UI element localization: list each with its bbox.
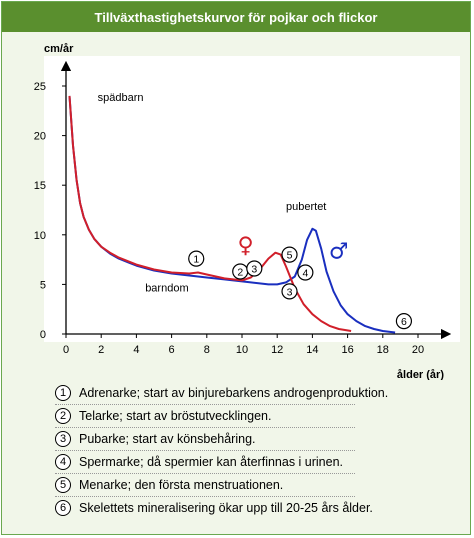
- x-tick-label: 16: [341, 344, 353, 356]
- milestone-marker: 6: [395, 313, 413, 330]
- legend-text: Spermarke; då spermier kan återfinnas i …: [79, 455, 344, 469]
- y-tick-label: 5: [40, 279, 46, 291]
- milestone-marker: 3: [281, 283, 298, 300]
- y-axis-label: cm/år: [44, 43, 74, 55]
- series-line-girls: [68, 95, 352, 332]
- legend-number: 2: [55, 408, 71, 424]
- y-tick-label: 20: [34, 131, 46, 143]
- legend-item: 5 Menarke; den första menstruationen.: [55, 474, 388, 496]
- y-tick-label: 0: [40, 329, 46, 341]
- milestone-marker-label: 2: [237, 267, 243, 279]
- legend-number: 6: [55, 500, 71, 516]
- milestone-legend: 1 Adrenarke; start av binjurebarkens andr…: [55, 382, 388, 519]
- x-tick-label: 8: [204, 344, 210, 356]
- legend-item: 2 Telarke; start av bröstutvecklingen.: [55, 405, 388, 427]
- annotation-label: pubertet: [286, 201, 326, 213]
- legend-separator: [55, 427, 355, 428]
- x-tick-label: 6: [169, 344, 175, 356]
- x-tick-label: 4: [133, 344, 139, 356]
- milestone-marker-label: 3: [287, 286, 293, 298]
- milestone-marker-label: 6: [401, 316, 407, 328]
- milestone-marker-circle: [395, 313, 413, 330]
- x-tick-label: 2: [98, 344, 104, 356]
- milestone-marker-circle: [246, 260, 263, 277]
- legend-text: Telarke; start av bröstutvecklingen.: [79, 409, 272, 423]
- legend-text: Menarke; den första menstruationen.: [79, 478, 284, 492]
- x-tick-label: 10: [236, 344, 248, 356]
- milestone-marker: 4: [297, 264, 314, 281]
- gender-symbol-icon: ♀: [237, 234, 253, 259]
- legend-number: 4: [55, 454, 71, 470]
- legend-separator: [55, 404, 355, 405]
- legend-number: 3: [55, 431, 71, 447]
- y-tick-label: 25: [34, 81, 46, 93]
- legend-text: Pubarke; start av könsbehåring.: [79, 432, 256, 446]
- annotation-label: spädbarn: [98, 92, 144, 104]
- legend-item: 3 Pubarke; start av könsbehåring.: [55, 428, 388, 450]
- x-tick-label: 20: [412, 344, 424, 356]
- x-tick-label: 14: [306, 344, 318, 356]
- milestone-marker-label: 3: [251, 264, 257, 276]
- chart-title: Tillväxthastighetskurvor för pojkar och …: [2, 2, 470, 32]
- legend-text: Adrenarke; start av binjurebarkens andro…: [79, 386, 389, 400]
- y-tick-label: 15: [34, 180, 46, 192]
- legend-separator: [55, 496, 355, 497]
- milestone-marker-circle: [281, 246, 298, 263]
- legend-item: 6 Skelettets mineralisering ökar upp till…: [55, 497, 388, 519]
- milestone-marker-label: 4: [302, 267, 308, 279]
- legend-separator: [55, 473, 355, 474]
- legend-separator: [55, 450, 355, 451]
- milestone-marker: 5: [281, 246, 298, 263]
- y-tick-label: 10: [34, 230, 46, 242]
- legend-text: Skelettets mineralisering ökar upp till …: [79, 501, 373, 515]
- milestone-marker: 3: [246, 260, 263, 277]
- legend-number: 1: [55, 385, 71, 401]
- milestone-marker: 1: [188, 250, 205, 267]
- milestone-marker-circle: [281, 283, 298, 300]
- legend-number: 5: [55, 477, 71, 493]
- x-tick-label: 12: [271, 344, 283, 356]
- milestone-marker-circle: [297, 264, 314, 281]
- gender-symbol-icon: ♂: [329, 240, 349, 265]
- x-axis-label: ålder (år): [397, 369, 444, 380]
- x-tick-label: 18: [377, 344, 389, 356]
- plot-background: [44, 56, 460, 342]
- annotation-label: barndom: [145, 282, 188, 294]
- milestone-marker-label: 5: [287, 250, 293, 262]
- x-tick-label: 0: [63, 344, 69, 356]
- legend-item: 4 Spermarke; då spermier kan återfinnas i…: [55, 451, 388, 473]
- milestone-marker-circle: [188, 250, 205, 267]
- milestone-marker-label: 1: [193, 254, 199, 266]
- legend-item: 1 Adrenarke; start av binjurebarkens andr…: [55, 382, 388, 404]
- milestone-marker: 2: [232, 263, 249, 280]
